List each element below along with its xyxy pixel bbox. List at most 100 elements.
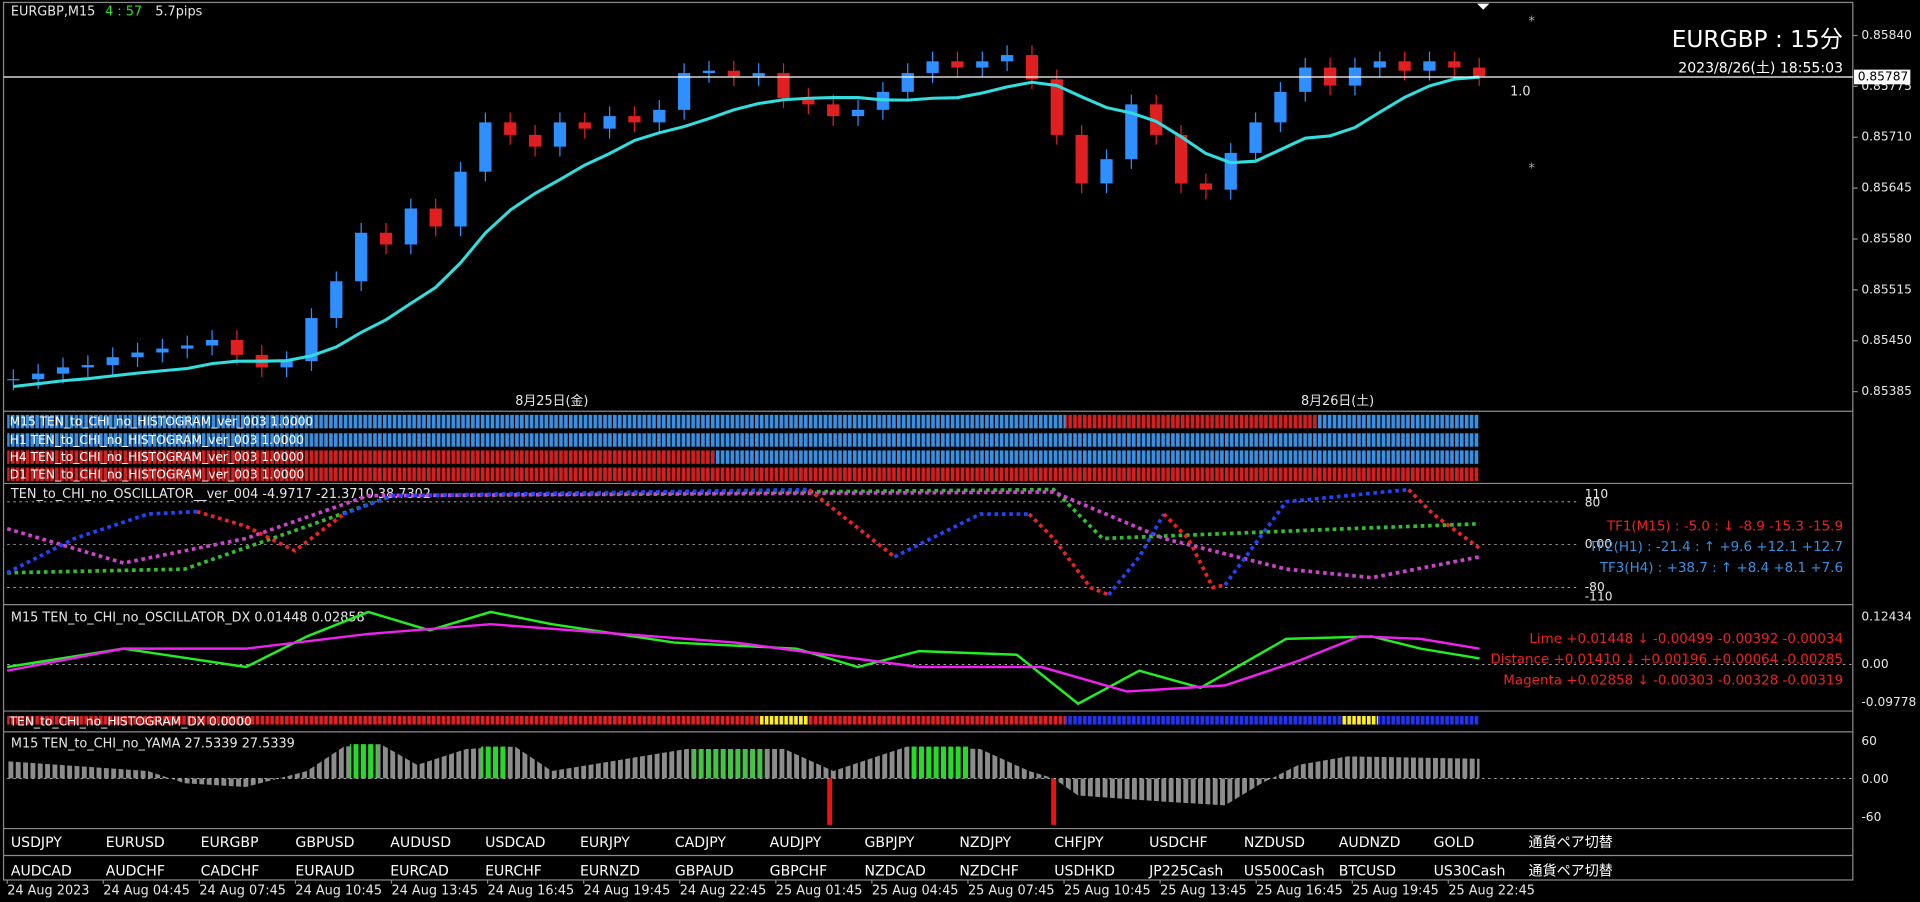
symbol-button[interactable]: USDCAD [485,835,545,851]
time-label: 25 Aug 01:45 [776,883,863,898]
marker: * [1528,15,1535,30]
osc-line-magenta [6,490,1480,580]
date-label: 8月26日(土) [1301,394,1374,409]
candle [951,61,964,68]
spread: 5.7pips [155,5,202,20]
candle [280,361,293,368]
candle [603,116,616,129]
symbol-button[interactable]: GOLD [1434,835,1475,851]
strip-texture [7,414,1480,481]
candle [901,73,914,92]
axis-label: -60 [1861,810,1881,824]
symbol-button[interactable]: AUDUSD [390,835,451,851]
yama-highlight [349,744,377,779]
time-label: 25 Aug 22:45 [1448,883,1535,898]
tf-line: TF1(M15) : -5.0 : ↓ -8.9 -15.3 -15.9 [1606,519,1843,534]
dx-line-lime [7,610,1480,706]
symbol-button[interactable]: CADJPY [675,835,727,851]
candle [1075,134,1088,184]
candle [1001,55,1014,62]
candle [1174,134,1188,184]
candle [926,61,939,74]
symbol-button[interactable]: AUDCHF [106,863,165,879]
symbol-button[interactable]: EURJPY [580,835,630,851]
panel-label: H4 TEN_to_CHI_no_HISTOGRAM_ver_003 1.000… [10,450,304,464]
symbol-button[interactable]: BTCUSD [1339,863,1396,879]
symbol-button[interactable]: EURCAD [390,863,449,879]
yama-highlight [909,746,971,779]
symbol-button[interactable]: NZDCHF [959,863,1018,879]
symbol-button[interactable]: GBPAUD [675,863,734,879]
symbol-button[interactable]: GBPUSD [295,835,354,851]
symbol-button[interactable]: US30Cash [1434,863,1506,879]
symbol-button[interactable]: EURUSD [106,835,165,851]
symbol-button[interactable]: GBPJPY [865,835,915,851]
symbol-button[interactable]: USDJPY [11,835,62,851]
price-label: 0.85385 [1861,384,1912,398]
axis-label: -110 [1585,590,1613,604]
candle [1373,61,1386,68]
symbol-button[interactable]: US500Cash [1244,863,1325,879]
price-label: 0.85710 [1861,130,1912,144]
candle [1249,122,1262,153]
time-label: 24 Aug 04:45 [103,883,190,898]
axis-label: 80 [1585,496,1601,510]
symbol-button[interactable]: NZDUSD [1244,835,1305,851]
candle [528,134,542,147]
time-label: 24 Aug 10:45 [295,883,382,898]
candle [205,339,219,346]
symbol-button[interactable]: EURAUD [295,863,354,879]
panel-label: H1 TEN_to_CHI_no_HISTOGRAM_ver_003 1.000… [10,433,304,447]
symbol-button[interactable]: 通貨ペア切替 [1528,862,1612,879]
symbol-button[interactable]: AUDNZD [1339,835,1401,851]
symbol-button[interactable]: USDCHF [1149,835,1208,851]
symbol-button[interactable]: AUDJPY [770,835,822,851]
current-price-box [1854,69,1911,85]
candle [156,348,169,353]
symbol-button[interactable]: NZDJPY [959,835,1011,851]
panel-label: TEN_to_CHI_no_HISTOGRAM_DX 0.0000 [9,715,252,729]
symbol-button[interactable]: CHFJPY [1054,835,1104,851]
symbol-button[interactable]: CADCHF [201,863,260,879]
candle [230,339,244,355]
time-label: 24 Aug 07:45 [199,883,286,898]
symbol-button[interactable]: EURCHF [485,863,542,879]
candle [330,281,343,319]
time-label: 24 Aug 13:45 [392,883,479,898]
symbol-button[interactable]: 通貨ペア切替 [1528,834,1612,851]
countdown: 4 : 57 [105,5,142,20]
candle [1025,55,1039,80]
candle [1125,104,1138,160]
candle [727,70,740,77]
strip-texture [7,715,1480,725]
price-label: 0.85580 [1861,232,1912,246]
symbol-button[interactable]: USDHKD [1054,863,1115,879]
tf-line: TF3(H4) : +38.7 : ↑ +8.4 +8.1 +7.6 [1599,561,1843,576]
panel-label: TEN_to_CHI_no_OSCILLATOR__ver_004 -4.971… [10,487,431,502]
symbol-button[interactable]: EURGBP [201,835,259,851]
symbol-label: EURGBP,M15 [11,5,95,20]
candle [976,61,989,68]
datetime: 2023/8/26(土) 18:55:03 [1678,61,1843,77]
panel-label: M15 TEN_to_CHI_no_HISTOGRAM_ver_003 1.00… [10,415,314,429]
axis-label: 60 [1861,734,1877,748]
date-label: 8月25日(金) [515,393,588,409]
symbol-button[interactable]: GBPCHF [770,863,828,879]
candle [32,373,45,380]
candle [181,345,194,349]
candle [1398,61,1411,71]
symbol-button[interactable]: NZDCAD [865,863,926,879]
tf-line: TF2(H1) : -21.4 : ↑ +9.6 +12.1 +12.7 [1588,540,1843,555]
yama-spike [827,778,833,825]
time-label: 25 Aug 16:45 [1256,883,1343,898]
symbol-button[interactable]: JP225Cash [1148,863,1223,879]
candle [7,379,20,381]
axis-label: 0.00 [1585,537,1612,551]
symbol-button[interactable]: AUDCAD [11,863,72,879]
candle [404,208,417,245]
dx-line-text: Distance +0.01410 ↓ +0.00196 +0.00064 -0… [1490,653,1843,668]
symbol-button[interactable]: EURNZD [580,863,640,879]
candle [1423,61,1436,71]
osc-line-blue [6,487,1409,596]
